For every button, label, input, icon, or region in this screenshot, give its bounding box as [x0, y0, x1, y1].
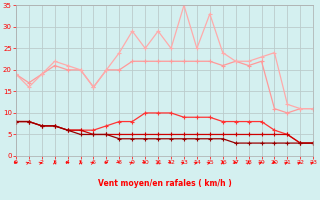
X-axis label: Vent moyen/en rafales ( km/h ): Vent moyen/en rafales ( km/h ): [98, 179, 231, 188]
